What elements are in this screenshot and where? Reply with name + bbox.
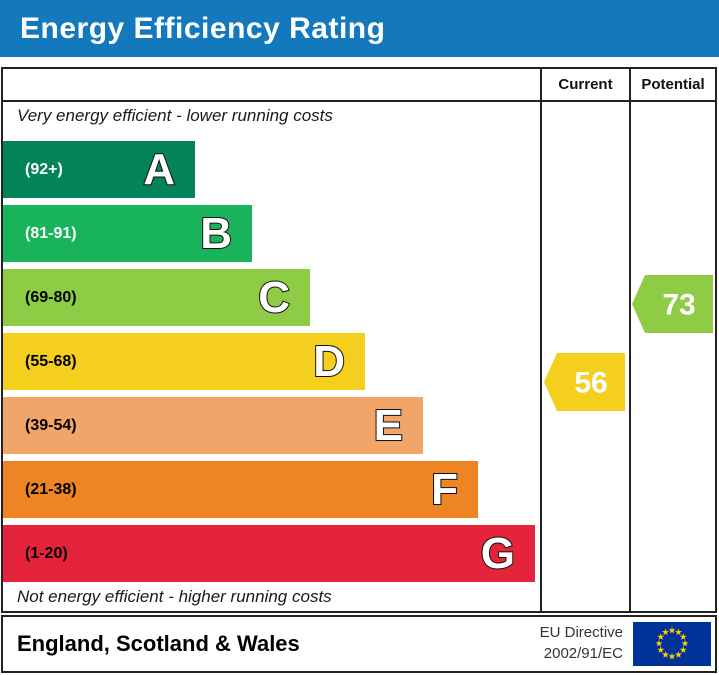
- footer-region-label: England, Scotland & Wales: [17, 631, 300, 656]
- band-letter: A: [142, 144, 176, 195]
- header-row-divider: [3, 100, 715, 102]
- band-letter: E: [373, 400, 404, 451]
- column-header-potential: Potential: [641, 76, 705, 93]
- potential-column-divider: [629, 69, 631, 611]
- band-range-label: (55-68): [25, 352, 77, 370]
- band-g: (1-20) G: [3, 525, 535, 582]
- current-column-divider: [540, 69, 542, 611]
- band-range-label: (1-20): [25, 544, 68, 562]
- band-range-label: (21-38): [25, 480, 77, 498]
- eu-directive-label: EU Directive 2002/91/EC: [539, 624, 623, 662]
- band-letter: G: [480, 528, 516, 579]
- footer-bar: England, Scotland & Wales EU Directive 2…: [1, 615, 717, 673]
- band-range-label: (39-54): [25, 416, 77, 434]
- band-f: (21-38) F: [3, 461, 478, 518]
- title-bar: Energy Efficiency Rating: [0, 0, 719, 57]
- band-b: (81-91) B: [3, 205, 252, 262]
- band-letter: B: [199, 208, 233, 259]
- current-rating-arrow: 56: [544, 353, 625, 411]
- band-d: (55-68) D: [3, 333, 365, 390]
- eu-flag-icon: [633, 622, 711, 666]
- band-a: (92+) A: [3, 141, 195, 198]
- band-letter: C: [257, 272, 291, 323]
- band-range-label: (92+): [25, 160, 63, 178]
- column-header-current: Current: [558, 76, 613, 93]
- rating-chart: Current Potential Very energy efficient …: [1, 67, 717, 613]
- page-title: Energy Efficiency Rating: [20, 11, 386, 45]
- potential-rating-arrow: 73: [632, 275, 713, 333]
- note-not-efficient: Not energy efficient - higher running co…: [17, 587, 332, 606]
- svg-text:73: 73: [662, 289, 695, 322]
- note-very-efficient: Very energy efficient - lower running co…: [17, 106, 333, 125]
- svg-text:56: 56: [574, 367, 607, 400]
- band-letter: D: [312, 336, 346, 387]
- band-e: (39-54) E: [3, 397, 423, 454]
- band-letter: F: [430, 464, 459, 515]
- band-range-label: (81-91): [25, 224, 77, 242]
- band-range-label: (69-80): [25, 288, 77, 306]
- band-c: (69-80) C: [3, 269, 310, 326]
